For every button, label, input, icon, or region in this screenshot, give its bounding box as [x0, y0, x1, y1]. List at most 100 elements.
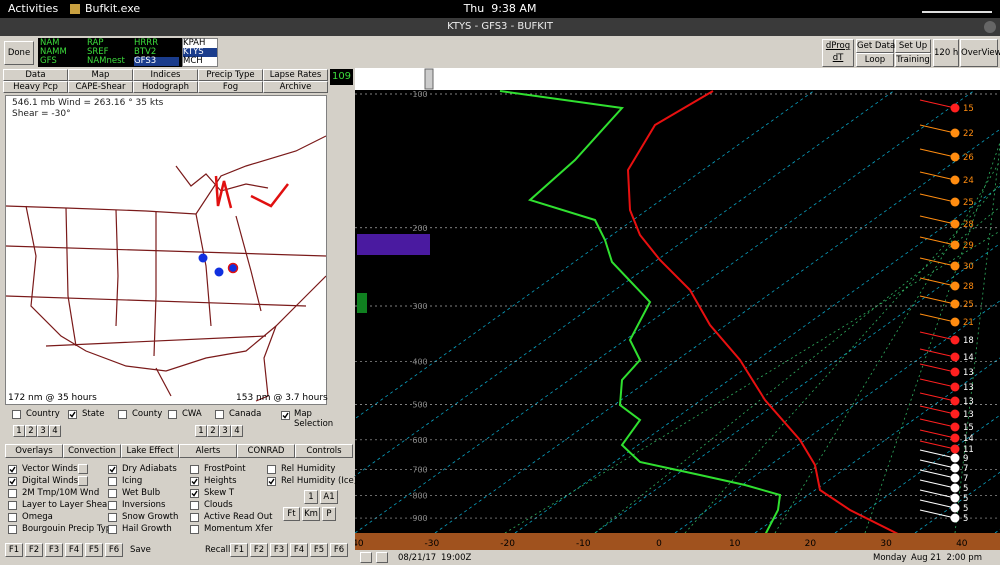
- function-key[interactable]: F5: [310, 543, 328, 557]
- checkbox[interactable]: [267, 477, 276, 486]
- station-marker[interactable]: [198, 253, 208, 263]
- activities[interactable]: Activities: [8, 2, 59, 15]
- model-option[interactable]: GFS: [40, 56, 57, 66]
- model-option[interactable]: HRRR: [134, 38, 159, 48]
- number-button[interactable]: 2: [207, 425, 219, 437]
- number-button[interactable]: 2: [25, 425, 37, 437]
- panel-tab[interactable]: CONRAD: [237, 444, 295, 458]
- checkbox[interactable]: [281, 411, 290, 420]
- checkbox[interactable]: [108, 477, 117, 486]
- unit-button[interactable]: Km: [302, 507, 320, 521]
- checkbox[interactable]: [108, 465, 117, 474]
- function-key[interactable]: F2: [250, 543, 268, 557]
- panel-tab[interactable]: Lake Effect: [121, 444, 179, 458]
- clock[interactable]: Thu 9:38 AM: [463, 2, 537, 15]
- station-option[interactable]: KPAH: [183, 38, 206, 48]
- checkbox[interactable]: [190, 501, 199, 510]
- option-label[interactable]: Snow Growth: [122, 512, 179, 522]
- set-up-button[interactable]: Set Up: [895, 39, 931, 53]
- option-label[interactable]: Digital Winds: [22, 476, 79, 486]
- hours-button[interactable]: 120 h: [933, 39, 959, 67]
- number-button[interactable]: 1: [195, 425, 207, 437]
- model-option[interactable]: RAP: [87, 38, 104, 48]
- swatch-button[interactable]: [78, 476, 88, 486]
- unit-button[interactable]: 1: [304, 490, 318, 504]
- tab[interactable]: Data: [3, 69, 68, 81]
- checkbox[interactable]: [190, 489, 199, 498]
- number-button[interactable]: 4: [231, 425, 243, 437]
- model-option[interactable]: GFS3: [134, 57, 179, 66]
- option-label[interactable]: FrostPoint: [204, 464, 246, 474]
- number-button[interactable]: 3: [37, 425, 49, 437]
- number-button[interactable]: 1: [13, 425, 25, 437]
- map-selection-label[interactable]: Map Selection: [294, 409, 334, 429]
- function-key[interactable]: F4: [290, 543, 308, 557]
- option-label[interactable]: Skew T: [204, 488, 235, 498]
- checkbox[interactable]: [8, 465, 17, 474]
- checkbox[interactable]: [168, 410, 177, 419]
- tab[interactable]: Precip Type: [198, 69, 263, 81]
- recall-label[interactable]: Recall: [205, 545, 231, 555]
- map-option-label[interactable]: Canada: [229, 409, 262, 419]
- function-key[interactable]: F3: [45, 543, 63, 557]
- checkbox[interactable]: [8, 489, 17, 498]
- panel-tab[interactable]: Alerts: [179, 444, 237, 458]
- function-key[interactable]: F4: [65, 543, 83, 557]
- training-button[interactable]: Training: [895, 53, 931, 67]
- map-option-label[interactable]: CWA: [182, 409, 202, 419]
- station-option[interactable]: MCH: [183, 56, 203, 66]
- overview-button[interactable]: OverView: [960, 39, 1000, 67]
- tab[interactable]: Hodograph: [133, 81, 198, 93]
- tray-icons[interactable]: [922, 5, 992, 13]
- tab[interactable]: Indices: [133, 69, 198, 81]
- map[interactable]: [6, 96, 326, 404]
- tab[interactable]: Heavy Pcp: [3, 81, 68, 93]
- option-label[interactable]: Omega: [22, 512, 53, 522]
- checkbox[interactable]: [108, 513, 117, 522]
- skew-t[interactable]: 1002003004005006007008009001522262425282…: [355, 68, 1000, 550]
- checkbox[interactable]: [8, 513, 17, 522]
- checkbox[interactable]: [118, 410, 127, 419]
- map-option-label[interactable]: Country: [26, 409, 60, 419]
- checkbox[interactable]: [108, 525, 117, 534]
- unit-button[interactable]: A1: [320, 490, 338, 504]
- number-button[interactable]: 3: [219, 425, 231, 437]
- option-label[interactable]: Rel Humidity (Ice): [281, 476, 358, 486]
- model-option[interactable]: SREF: [87, 47, 109, 57]
- model-option[interactable]: NAM: [40, 38, 60, 48]
- option-label[interactable]: 2M Tmp/10M Wnd: [22, 488, 100, 498]
- panel-tab[interactable]: Overlays: [5, 444, 63, 458]
- checkbox[interactable]: [190, 513, 199, 522]
- option-label[interactable]: Rel Humidity: [281, 464, 336, 474]
- scroll-left[interactable]: [360, 552, 372, 563]
- tab[interactable]: Fog: [198, 81, 263, 93]
- checkbox[interactable]: [215, 410, 224, 419]
- dprog-button[interactable]: dProg dT: [822, 39, 854, 67]
- option-label[interactable]: Clouds: [204, 500, 233, 510]
- model-option[interactable]: NAMM: [40, 47, 67, 57]
- function-key[interactable]: F1: [5, 543, 23, 557]
- checkbox[interactable]: [68, 410, 77, 419]
- checkbox[interactable]: [108, 489, 117, 498]
- function-key[interactable]: F1: [230, 543, 248, 557]
- panel-tab[interactable]: Controls: [295, 444, 353, 458]
- app-menu[interactable]: Bufkit.exe: [85, 2, 141, 15]
- unit-button[interactable]: P: [322, 507, 336, 521]
- option-label[interactable]: Bourgouin Precip Type: [22, 524, 117, 534]
- save-label[interactable]: Save: [130, 545, 151, 555]
- done-button[interactable]: Done: [4, 41, 34, 65]
- function-key[interactable]: F5: [85, 543, 103, 557]
- tab[interactable]: Map: [68, 69, 133, 81]
- swatch-button[interactable]: [78, 464, 88, 474]
- number-button[interactable]: 4: [49, 425, 61, 437]
- model-option[interactable]: BTV2: [134, 47, 157, 57]
- function-key[interactable]: F6: [105, 543, 123, 557]
- close-button[interactable]: [984, 21, 996, 33]
- station-marker[interactable]: [214, 267, 224, 277]
- checkbox[interactable]: [190, 525, 199, 534]
- map-option-label[interactable]: County: [132, 409, 163, 419]
- tab[interactable]: CAPE-Shear: [68, 81, 133, 93]
- checkbox[interactable]: [108, 501, 117, 510]
- station-option[interactable]: KTYS: [183, 48, 217, 57]
- checkbox[interactable]: [190, 465, 199, 474]
